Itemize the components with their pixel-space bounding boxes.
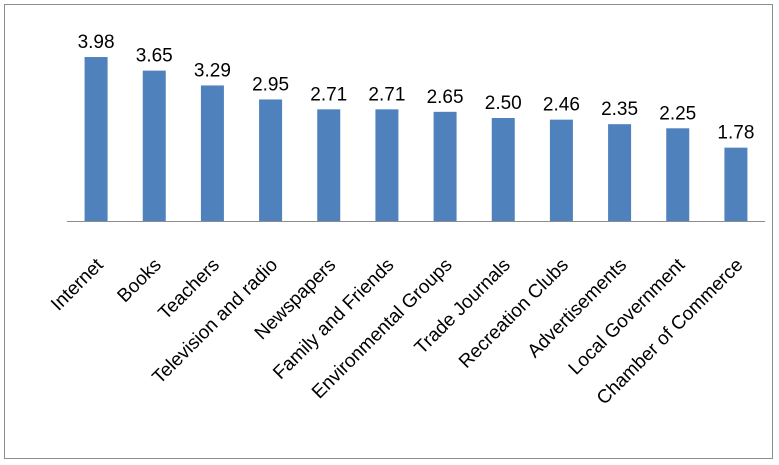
bar-10 bbox=[666, 128, 690, 221]
bar-1 bbox=[142, 70, 166, 222]
bar-0 bbox=[84, 57, 108, 221]
x-tick-label-8: Recreation Clubs bbox=[455, 255, 573, 373]
data-label-10: 2.25 bbox=[659, 103, 696, 124]
bar-5 bbox=[375, 109, 399, 221]
bar-4 bbox=[317, 109, 341, 221]
bar-3 bbox=[259, 99, 283, 221]
data-label-4: 2.71 bbox=[310, 84, 347, 105]
data-label-6: 2.65 bbox=[427, 87, 464, 108]
data-label-0: 3.98 bbox=[78, 32, 115, 53]
bars-group bbox=[84, 57, 748, 222]
bar-9 bbox=[608, 124, 632, 221]
data-label-11: 1.78 bbox=[717, 123, 754, 144]
bar-8 bbox=[549, 119, 573, 221]
bar-6 bbox=[433, 111, 457, 221]
data-label-9: 2.35 bbox=[601, 99, 638, 120]
x-tick-label-0: Internet bbox=[47, 254, 108, 315]
bar-11 bbox=[724, 147, 748, 221]
data-label-2: 3.29 bbox=[194, 60, 231, 81]
data-label-5: 2.71 bbox=[368, 84, 405, 105]
data-label-3: 2.95 bbox=[252, 74, 289, 95]
data-label-8: 2.46 bbox=[543, 95, 580, 116]
data-label-1: 3.65 bbox=[136, 46, 173, 67]
chart-frame bbox=[4, 4, 773, 459]
bar-2 bbox=[200, 85, 224, 222]
bar-7 bbox=[491, 118, 515, 221]
x-tick-label-9: Advertisements bbox=[524, 255, 631, 362]
data-label-7: 2.50 bbox=[485, 93, 522, 114]
value-labels-group: 3.98 3.65 3.29 2.95 2.71 2.71 2.65 2.50 2.46 2.35… bbox=[78, 32, 755, 144]
x-tick-label-1: Books bbox=[114, 255, 166, 307]
